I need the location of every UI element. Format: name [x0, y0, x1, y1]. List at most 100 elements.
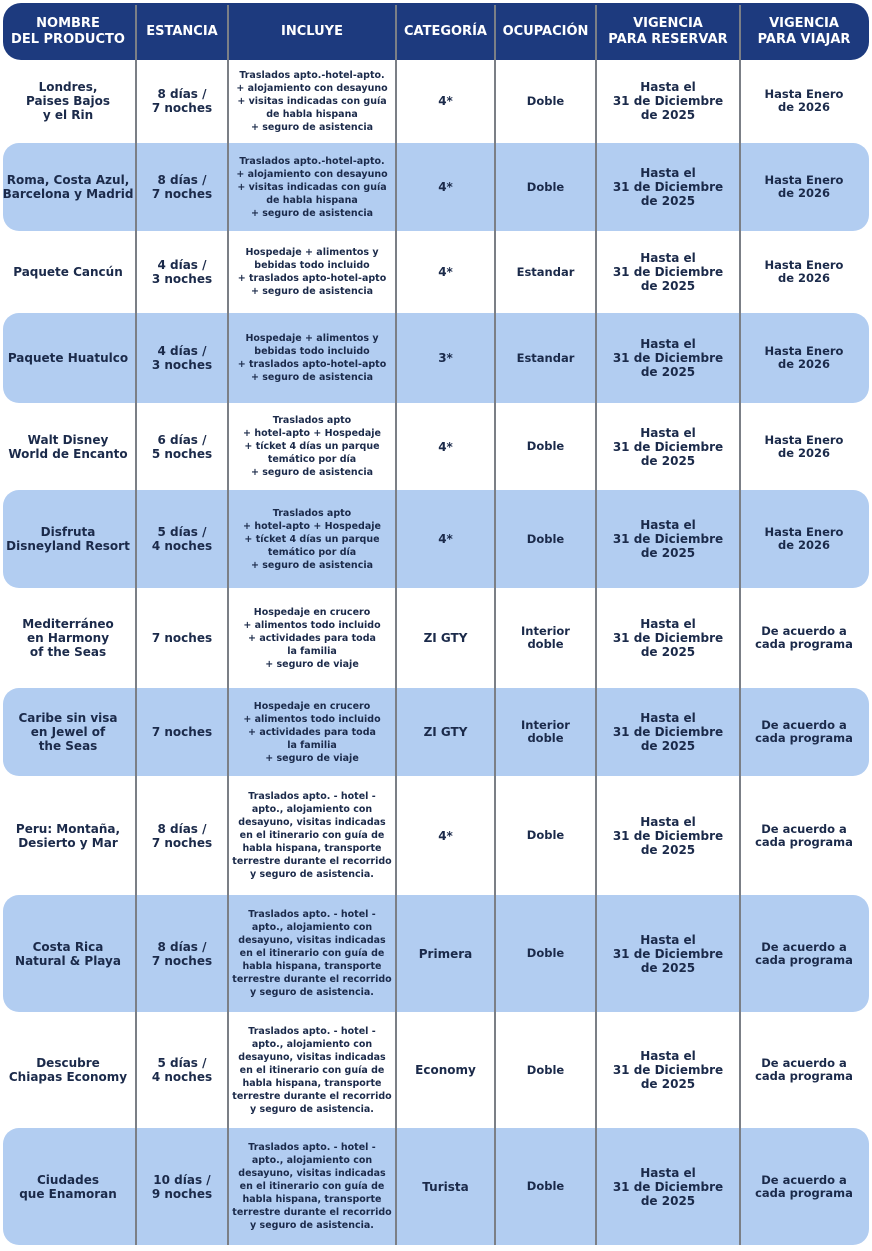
header-incluye: INCLUYE [281, 23, 343, 39]
cell-estancia: 8 días / 7 noches [151, 939, 213, 968]
cell-producto: Walt Disney World de Encanto [8, 432, 128, 461]
cell-categoria: Economy [415, 1063, 476, 1077]
table-row: Roma, Costa Azul, Barcelona y Madrid 8 dí… [0, 142, 872, 232]
cell-ocupacion: Doble [526, 179, 565, 194]
column-divider [739, 5, 741, 1245]
header-ocupacion: OCUPACIÓN [502, 23, 589, 39]
cell-reservar: Hasta el 31 de Diciembre de 2025 [612, 251, 724, 293]
cell-reservar: Hasta el 31 de Diciembre de 2025 [612, 80, 724, 122]
cell-reservar: Hasta el 31 de Diciembre de 2025 [612, 932, 724, 975]
cell-producto: Peru: Montaña, Desierto y Mar [15, 821, 121, 850]
cell-producto: Costa Rica Natural & Playa [15, 939, 121, 968]
row-highlight [3, 688, 869, 776]
cell-ocupacion: Interior doble [521, 718, 570, 745]
table-row: Caribe sin visa en Jewel of the Seas 7 no… [0, 687, 872, 777]
cell-categoria: Turista [422, 1179, 469, 1194]
cell-producto: Paquete Huatulco [7, 351, 129, 365]
cell-producto: Descubre Chiapas Economy [8, 1056, 128, 1084]
cell-categoria: ZI GTY [423, 631, 468, 645]
cell-viajar: De acuerdo a cada programa [755, 1056, 853, 1083]
cell-categoria: 4* [438, 828, 453, 843]
table-row: Londres, Paises Bajos y el Rin 8 días / 7… [0, 60, 872, 142]
cell-ocupacion: Doble [526, 93, 565, 108]
cell-estancia: 7 noches [151, 631, 213, 645]
table-row: Peru: Montaña, Desierto y Mar 8 días / 7 … [0, 777, 872, 894]
cell-incluye: Hospedaje en crucero + alimentos todo in… [243, 606, 381, 670]
column-divider [494, 5, 496, 1245]
header-producto: NOMBRE DEL PRODUCTO [11, 15, 125, 47]
cell-producto: Mediterráneo en Harmony of the Seas [22, 617, 114, 659]
table-row: Descubre Chiapas Economy 5 días / 4 noche… [0, 1013, 872, 1127]
cell-ocupacion: Estandar [516, 350, 575, 365]
cell-producto: Roma, Costa Azul, Barcelona y Madrid [2, 173, 134, 201]
cell-ocupacion: Doble [526, 946, 565, 960]
table-header: NOMBRE DEL PRODUCTO ESTANCIA INCLUYE CAT… [0, 3, 872, 60]
cell-reservar: Hasta el 31 de Diciembre de 2025 [612, 518, 724, 560]
cell-ocupacion: Doble [526, 1179, 565, 1193]
cell-categoria: 4* [438, 180, 453, 194]
cell-reservar: Hasta el 31 de Diciembre de 2025 [612, 337, 724, 379]
column-divider [227, 5, 229, 1245]
cell-categoria: 4* [438, 532, 453, 546]
cell-reservar: Hasta el 31 de Diciembre de 2025 [612, 617, 724, 659]
header-estancia: ESTANCIA [146, 23, 218, 39]
cell-categoria: 4* [438, 265, 453, 279]
cell-viajar: Hasta Enero de 2026 [764, 258, 844, 285]
cell-estancia: 4 días / 3 noches [151, 258, 213, 286]
table-row: Ciudades que Enamoran 10 días / 9 noches T… [0, 1127, 872, 1246]
header-vigencia-reservar: VIGENCIA PARA RESERVAR [608, 15, 728, 47]
cell-incluye: Traslados apto. - hotel - apto., alojami… [232, 909, 392, 998]
cell-viajar: Hasta Enero de 2026 [764, 432, 844, 460]
cell-incluye: Traslados apto. - hotel - apto., alojami… [232, 791, 392, 880]
table-header-background [3, 3, 869, 60]
cell-estancia: 4 días / 3 noches [151, 344, 213, 372]
cell-estancia: 6 días / 5 noches [151, 432, 213, 461]
cell-incluye: Traslados apto.-hotel-apto. + alojamient… [236, 155, 388, 219]
cell-producto: Ciudades que Enamoran [19, 1172, 117, 1201]
table-row: Disfruta Disneyland Resort 5 días / 4 noc… [0, 489, 872, 589]
row-highlight [3, 313, 869, 403]
cell-viajar: Hasta Enero de 2026 [764, 525, 844, 552]
cell-estancia: 5 días / 4 noches [151, 525, 213, 553]
cell-producto: Londres, Paises Bajos y el Rin [25, 80, 111, 122]
table-row: Paquete Huatulco 4 días / 3 noches Hospeda… [0, 312, 872, 404]
cell-producto: Paquete Cancún [13, 265, 123, 279]
cell-ocupacion: Doble [526, 439, 565, 453]
header-vigencia-viajar: VIGENCIA PARA VIAJAR [757, 15, 851, 47]
row-highlight [3, 490, 869, 588]
cell-categoria: 3* [438, 351, 453, 365]
column-divider [595, 5, 597, 1245]
cell-incluye: Traslados apto. - hotel - apto., alojami… [232, 1025, 392, 1115]
cell-estancia: 5 días / 4 noches [151, 1056, 213, 1084]
row-highlight [3, 895, 869, 1012]
column-divider [135, 5, 137, 1245]
cell-incluye: Traslados apto.-hotel-apto. + alojamient… [236, 69, 388, 133]
cell-reservar: Hasta el 31 de Diciembre de 2025 [612, 1165, 724, 1208]
table-row: Walt Disney World de Encanto 6 días / 5 n… [0, 404, 872, 489]
cell-ocupacion: Doble [526, 828, 565, 842]
cell-incluye: Hospedaje + alimentos y bebidas todo inc… [237, 333, 387, 383]
cell-incluye: Hospedaje + alimentos y bebidas todo inc… [237, 247, 387, 297]
cell-producto: Caribe sin visa en Jewel of the Seas [18, 711, 118, 753]
cell-categoria: ZI GTY [423, 725, 468, 739]
table-row: Mediterráneo en Harmony of the Seas 7 noc… [0, 589, 872, 687]
table-row: Costa Rica Natural & Playa 8 días / 7 noc… [0, 894, 872, 1013]
cell-estancia: 7 noches [151, 725, 213, 739]
cell-reservar: Hasta el 31 de Diciembre de 2025 [612, 166, 724, 208]
cell-ocupacion: Estandar [516, 264, 575, 279]
cell-viajar: De acuerdo a cada programa [755, 1172, 853, 1200]
cell-incluye: Hospedaje en crucero + alimentos todo in… [243, 700, 381, 764]
row-highlight [3, 143, 869, 231]
row-highlight [3, 1128, 869, 1245]
cell-viajar: De acuerdo a cada programa [755, 624, 853, 651]
cell-estancia: 8 días / 7 noches [151, 173, 213, 201]
table-row: Paquete Cancún 4 días / 3 noches Hospedaje… [0, 232, 872, 312]
cell-ocupacion: Doble [526, 1062, 565, 1077]
cell-reservar: Hasta el 31 de Diciembre de 2025 [612, 814, 724, 857]
cell-ocupacion: Doble [526, 531, 565, 546]
cell-estancia: 8 días / 7 noches [151, 821, 213, 850]
cell-reservar: Hasta el 31 de Diciembre de 2025 [612, 1049, 724, 1091]
cell-producto: Disfruta Disneyland Resort [6, 525, 130, 553]
cell-reservar: Hasta el 31 de Diciembre de 2025 [612, 711, 724, 753]
